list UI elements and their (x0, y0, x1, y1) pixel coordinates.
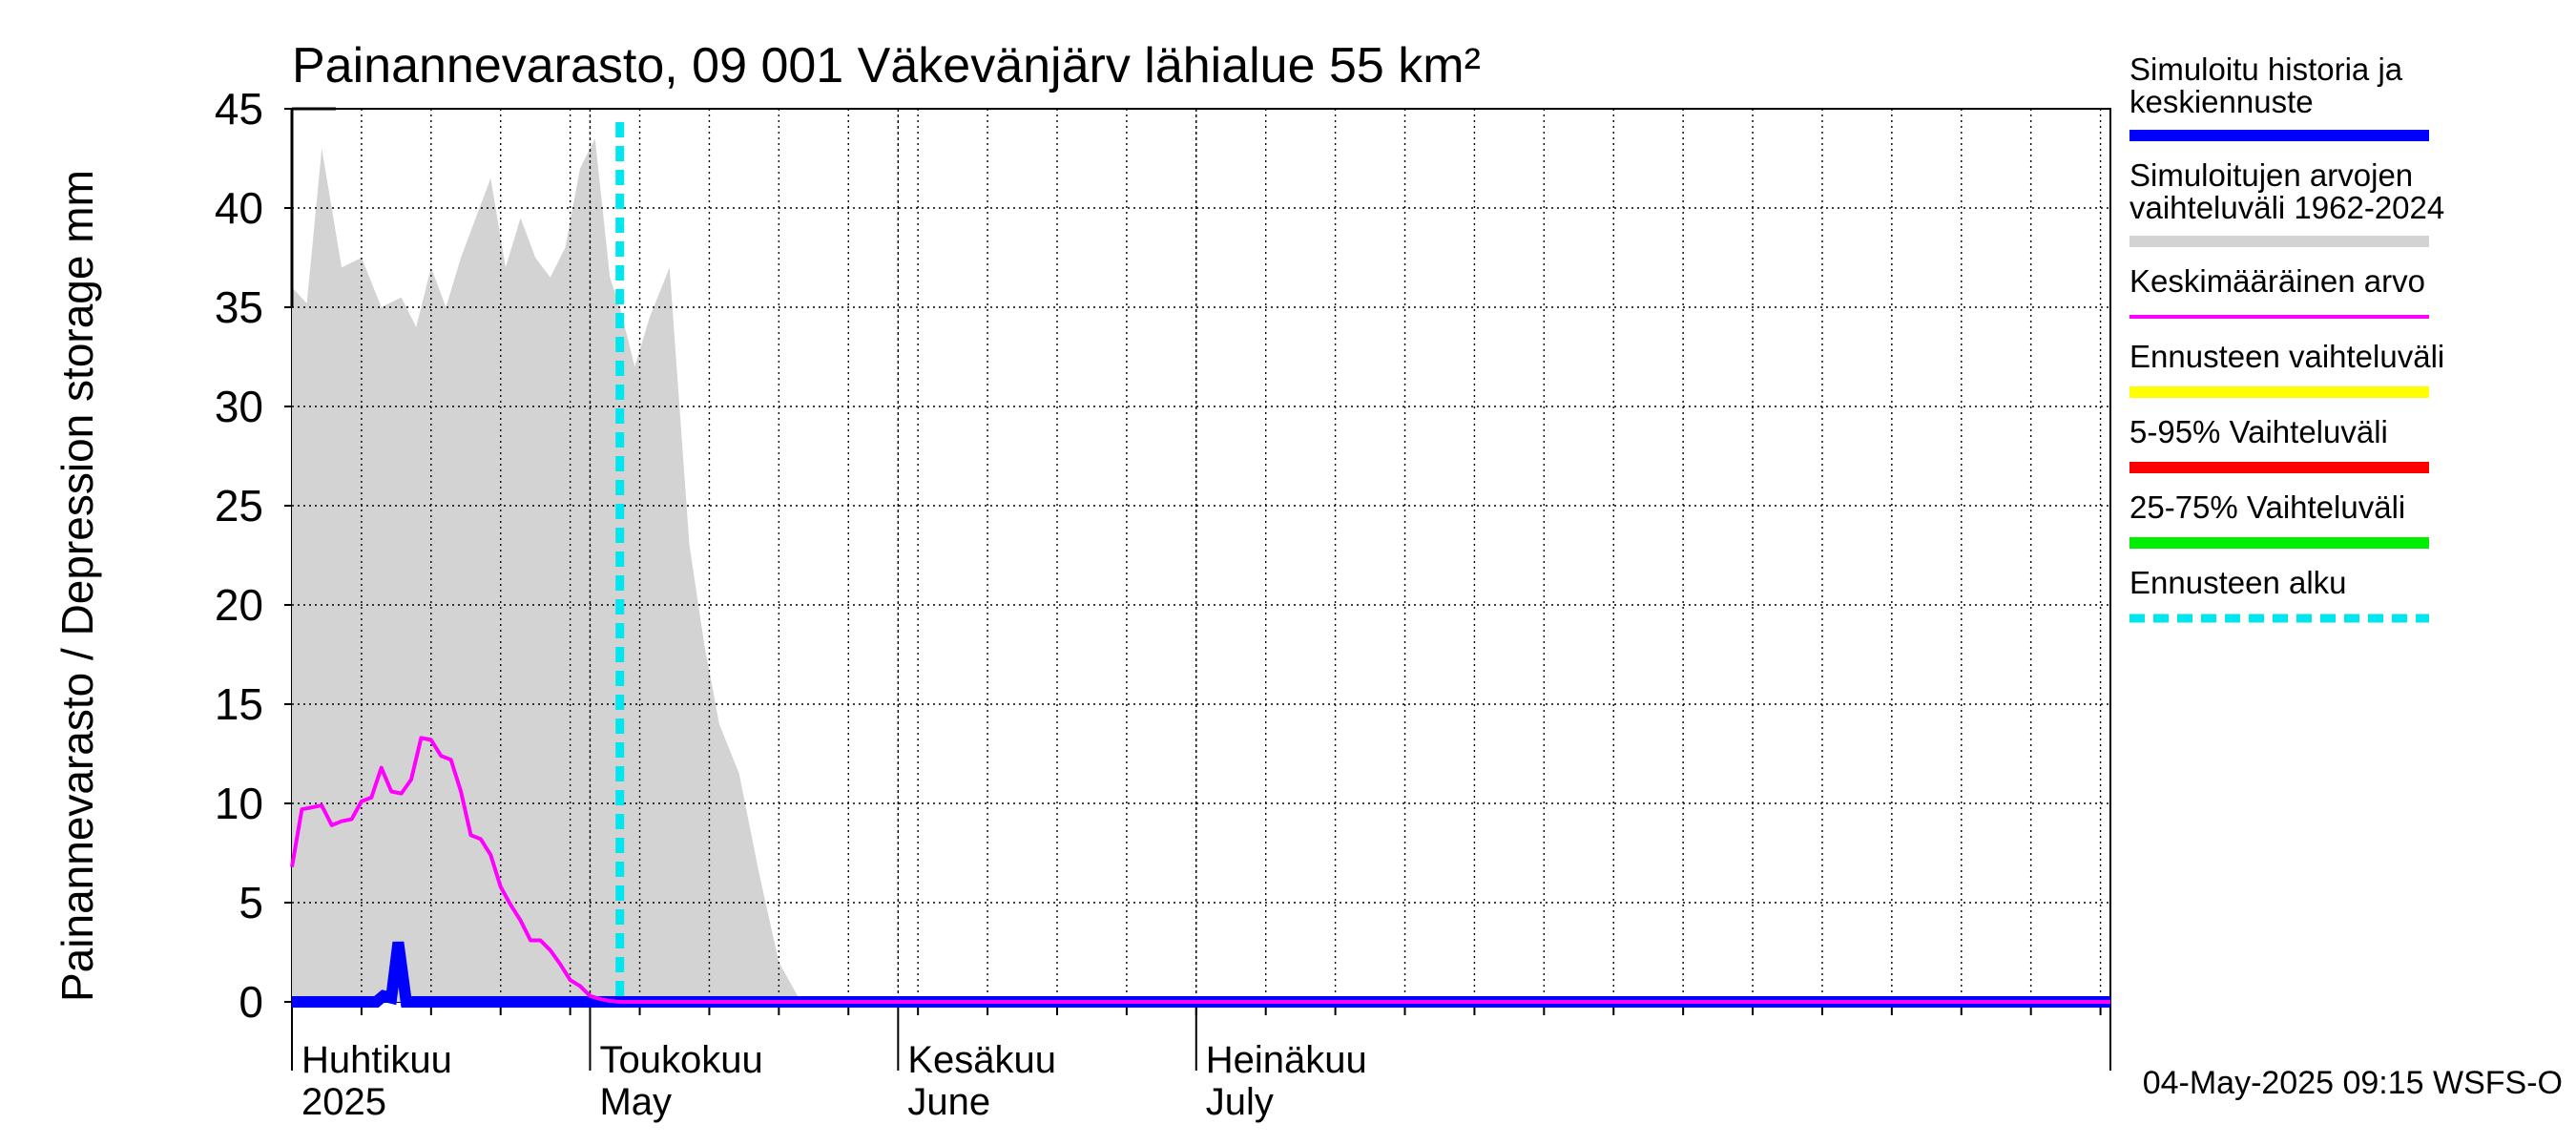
x-month-label: Kesäkuu (907, 1039, 1056, 1081)
range-band-area (292, 138, 843, 1002)
y-tick-label: 40 (215, 183, 263, 233)
legend-label: Ennusteen vaihteluväli (2129, 339, 2444, 374)
x-month-label-secondary: May (599, 1081, 672, 1123)
x-month-label-secondary: 2025 (301, 1081, 386, 1123)
legend-label: Ennusteen alku (2129, 565, 2347, 600)
y-tick-label: 0 (239, 977, 263, 1027)
x-month-label: Huhtikuu (301, 1039, 452, 1081)
footer-timestamp: 04-May-2025 09:15 WSFS-O (2143, 1065, 2563, 1101)
legend-label: 5-95% Vaihteluväli (2129, 414, 2388, 449)
y-tick-label: 20 (215, 580, 263, 630)
y-tick-label: 5 (239, 878, 263, 927)
y-tick-label: 15 (215, 679, 263, 729)
y-tick-label: 45 (215, 84, 263, 134)
chart-title: Painannevarasto, 09 001 Väkevänjärv lähi… (292, 38, 1481, 94)
legend-label: Keskimääräinen arvo (2129, 263, 2425, 299)
x-month-label: Heinäkuu (1206, 1039, 1367, 1081)
y-tick-label: 10 (215, 779, 263, 828)
legend-label: 25-75% Vaihteluväli (2129, 489, 2405, 525)
y-tick-label: 30 (215, 382, 263, 431)
x-month-label-secondary: June (907, 1081, 990, 1123)
x-month-label: Toukokuu (599, 1039, 762, 1081)
series-mean-line (290, 736, 2110, 1004)
y-tick-label: 25 (215, 481, 263, 531)
legend-label: Simuloitujen arvojen (2129, 157, 2413, 193)
plot-area: 051015202530354045Huhtikuu2025ToukokuuMa… (215, 84, 2111, 1123)
y-axis-label: Painannevarasto / Depression storage mm (52, 170, 102, 1002)
x-month-label-secondary: July (1206, 1081, 1274, 1123)
legend-label-line2: vaihteluväli 1962-2024 (2129, 190, 2444, 225)
legend-label: Simuloitu historia ja (2129, 52, 2403, 87)
y-tick-label: 35 (215, 282, 263, 332)
legend-label-line2: keskiennuste (2129, 84, 2314, 119)
